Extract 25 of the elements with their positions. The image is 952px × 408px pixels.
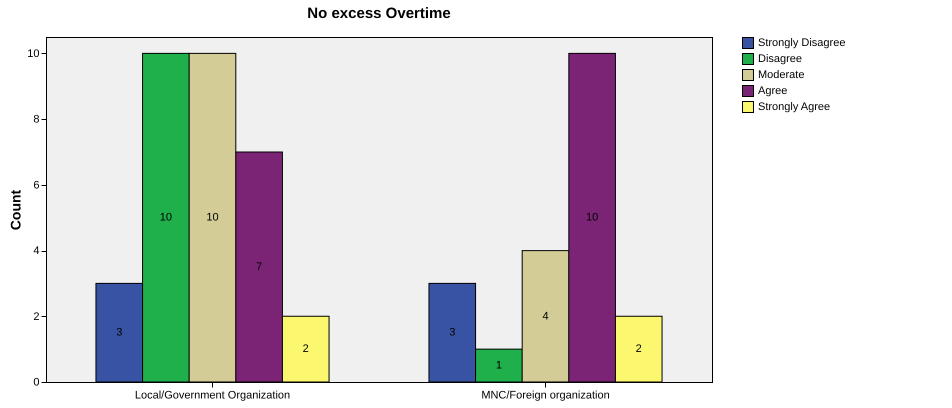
data-label: 4 (542, 310, 549, 322)
y-tick-label: 0 (33, 376, 40, 388)
data-label: 1 (496, 360, 502, 372)
data-label: 10 (586, 212, 598, 224)
y-tick-label: 10 (27, 48, 40, 60)
y-axis-title: Count (7, 189, 24, 230)
x-tick-label: MNC/Foreign organization (481, 390, 610, 402)
data-label: 3 (449, 326, 456, 339)
legend-label: Strongly Disagree (758, 37, 846, 49)
data-label: 10 (160, 212, 172, 224)
legend-label: Disagree (758, 53, 802, 65)
chart-title: No excess Overtime (307, 5, 451, 22)
y-tick-label: 4 (33, 245, 40, 258)
y-tick-label: 6 (33, 179, 40, 192)
data-label: 10 (206, 212, 219, 224)
x-tick-label: Local/Government Organization (134, 390, 290, 402)
y-tick-label: 2 (33, 310, 40, 323)
data-label: 2 (636, 343, 642, 356)
data-label: 7 (256, 261, 262, 273)
data-label: 2 (302, 343, 309, 356)
y-tick-label: 8 (33, 114, 40, 126)
legend-label: Strongly Agree (758, 101, 830, 113)
legend-label: Agree (758, 85, 788, 97)
legend-label: Moderate (758, 69, 804, 81)
data-label: 3 (116, 326, 122, 339)
